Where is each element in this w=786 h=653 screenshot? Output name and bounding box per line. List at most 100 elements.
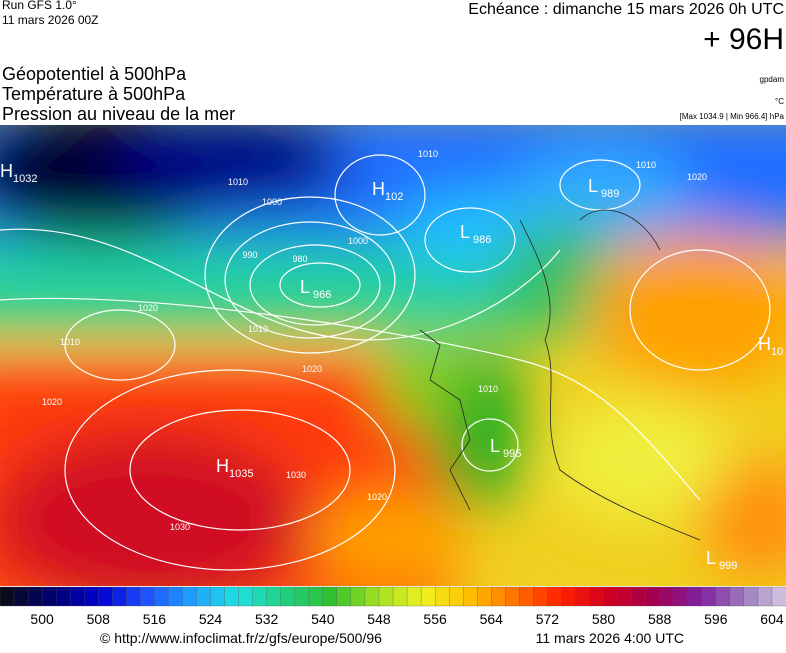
colorbar-swatch [771, 586, 786, 607]
colorbar-swatch [13, 586, 29, 607]
run-date: 11 mars 2026 00Z [2, 13, 99, 27]
colorbar-label: 524 [199, 611, 223, 627]
colorbar-swatch [55, 586, 71, 607]
colorbar-swatch [463, 586, 478, 607]
isobar-label: 1010 [418, 149, 438, 159]
colorbar-swatch [645, 586, 661, 607]
center-letter: L [460, 222, 470, 242]
colorbar-swatch [266, 586, 282, 607]
colorbar-swatch [533, 586, 549, 607]
colorbar-swatch [41, 586, 57, 607]
isobar-label: 1020 [302, 364, 322, 374]
colorbar-label: 516 [143, 611, 167, 627]
center-value: 102 [385, 191, 403, 203]
colorbar-swatch [406, 586, 422, 607]
colorbar-swatch [575, 586, 591, 607]
center-value: 986 [473, 234, 491, 246]
isobar-label: 1020 [687, 172, 707, 182]
map [0, 125, 786, 586]
colorbar-label: 500 [30, 611, 54, 627]
unit-label: gpdam [760, 75, 785, 84]
isobar-label: 1020 [367, 492, 387, 502]
lead-time: + 96H [703, 23, 784, 56]
colorbar-label: 540 [311, 611, 335, 627]
colorbar-swatch [757, 586, 773, 607]
colorbar-label: 572 [536, 611, 560, 627]
colorbar-label: 532 [255, 611, 279, 627]
isobar-label: 1030 [286, 470, 306, 480]
center-letter: L [706, 548, 716, 568]
colorbar-swatch [238, 586, 254, 607]
colorbar-swatch [0, 586, 15, 607]
colorbar-swatch [154, 586, 170, 607]
colorbar-swatch [701, 586, 717, 607]
colorbar-swatch [294, 586, 310, 607]
colorbar-swatch [420, 586, 436, 607]
center-value: 989 [601, 188, 619, 200]
isobar-label: 1030 [170, 522, 190, 532]
colorbar-swatch [519, 586, 535, 607]
isobar-label: 1000 [348, 236, 368, 246]
center-value: 1032 [13, 173, 37, 185]
center-letter: H [216, 456, 229, 476]
center-value: 999 [719, 560, 737, 572]
colorbar-label: 596 [704, 611, 728, 627]
colorbar-swatch [224, 586, 240, 607]
center-letter: H [0, 161, 13, 181]
unit-label: °C [775, 97, 784, 106]
colorbar-swatch [140, 586, 156, 607]
colorbar-swatch [350, 586, 366, 607]
colorbar-swatch [392, 586, 408, 607]
colorbar-swatch [505, 586, 520, 607]
colorbar-swatch [84, 586, 99, 607]
colorbar-label: 548 [367, 611, 391, 627]
colorbar-label: 604 [760, 611, 784, 627]
isobar-label: 980 [292, 254, 307, 264]
field-name: Géopotentiel à 500hPa [2, 64, 187, 84]
center-letter: L [490, 436, 500, 456]
isobar-label: 1010 [228, 177, 248, 187]
colorbar-swatch [491, 586, 506, 607]
colorbar-swatch [589, 586, 605, 607]
colorbar-swatch [27, 586, 43, 607]
colorbar-swatch [561, 586, 577, 607]
colorbar-swatch [70, 586, 85, 607]
colorbar-swatch [434, 586, 450, 607]
colorbar-swatch [322, 586, 338, 607]
colorbar-swatch [673, 586, 689, 607]
center-value: 1035 [229, 468, 253, 480]
isobar-label: 1010 [60, 337, 80, 347]
isobar-label: 990 [242, 250, 257, 260]
colorbar-label: 508 [87, 611, 111, 627]
colorbar-swatch [617, 586, 633, 607]
center-value: 966 [313, 289, 331, 301]
colorbar-swatch [729, 586, 745, 607]
run-label: Run GFS 1.0° [2, 0, 77, 12]
isobar-label: 1010 [248, 324, 268, 334]
colorbar-swatch [448, 586, 464, 607]
colorbar-swatch [280, 586, 296, 607]
colorbar-swatch [308, 586, 324, 607]
field-name: Pression au niveau de la mer [2, 104, 235, 124]
unit-label: [Max 1034.9 | Min 966.4] hPa [680, 112, 785, 121]
colorbar-swatch [252, 586, 268, 607]
field-name: Température à 500hPa [2, 84, 186, 104]
colorbar-label: 556 [423, 611, 447, 627]
center-letter: L [588, 176, 598, 196]
colorbar-swatch [743, 586, 759, 607]
colorbar-swatch [687, 586, 703, 607]
valid-time: Echéance : dimanche 15 mars 2026 0h UTC [468, 1, 784, 18]
colorbar-swatch [210, 586, 226, 607]
colorbar-swatch [196, 586, 212, 607]
colorbar-swatch [477, 586, 492, 607]
colorbar-label: 580 [592, 611, 616, 627]
colorbar-swatch [547, 586, 563, 607]
center-letter: L [300, 277, 310, 297]
generated-time: 11 mars 2026 4:00 UTC [536, 630, 684, 646]
isobar-label: 1020 [138, 303, 158, 313]
colorbar-swatch [364, 586, 380, 607]
center-value: 995 [503, 448, 521, 460]
isobar-label: 1010 [636, 160, 656, 170]
colorbar-swatch [603, 586, 619, 607]
